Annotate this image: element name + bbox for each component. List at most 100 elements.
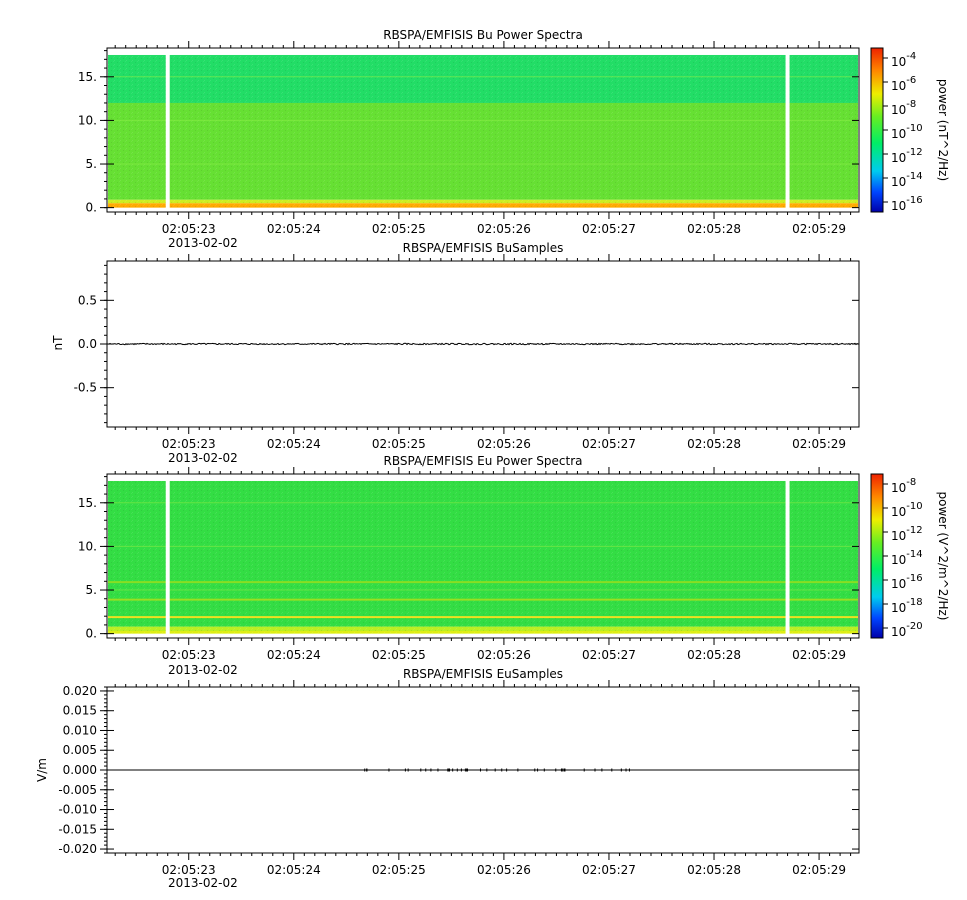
y-tick-label: 15. [78, 496, 97, 510]
colorbar-tick-exp: -4 [906, 51, 916, 62]
colorbar-tick-exp: -10 [906, 501, 922, 512]
y-tick-label: 0.015 [63, 704, 97, 718]
y-tick-label: 10. [78, 539, 97, 553]
bu-spectra-yaxis: 0. 5. 10. 15. [78, 50, 859, 215]
colorbar-tick-base: 10 [891, 505, 906, 519]
panel-bu-spectra: RBSPA/EMFISIS Bu Power Spectra 02:05:23 0… [78, 28, 950, 250]
x-tick-label: 02:05:26 [477, 222, 531, 236]
y-tick-label: 0.0 [78, 337, 97, 351]
colorbar-tick-label: 10-10 [891, 123, 923, 141]
bu-spectra-date-label: 2013-02-02 [168, 236, 238, 250]
y-tick-label: -0.5 [74, 381, 97, 395]
colorbar-tick-base: 10 [891, 127, 906, 141]
data-gap [785, 49, 790, 211]
x-tick-label: 02:05:23 [162, 648, 216, 662]
spectrum-texture [108, 54, 858, 208]
colorbar-tick-base: 10 [891, 625, 906, 639]
x-tick-label: 02:05:29 [792, 863, 846, 877]
colorbar-tick-label: 10-20 [891, 621, 923, 639]
bu-samples-plot [106, 260, 860, 428]
bu-samples-ylabel: nT [51, 335, 65, 351]
y-tick-label: 0. [86, 627, 97, 641]
colorbar-tick-label: 10-10 [891, 501, 923, 519]
x-tick-label: 02:05:27 [582, 437, 636, 451]
y-tick-label: 10. [78, 113, 97, 127]
colorbar-scale [870, 473, 884, 639]
x-tick-label: 02:05:24 [267, 222, 321, 236]
colorbar-tick-exp: -6 [906, 75, 916, 86]
data-gap [165, 475, 170, 637]
colorbar-tick-exp: -14 [906, 549, 922, 560]
colorbar-tick-exp: -14 [906, 171, 922, 182]
colorbar-tick-label: 10-18 [891, 597, 923, 615]
x-tick-label: 02:05:27 [582, 648, 636, 662]
x-tick-label: 02:05:23 [162, 222, 216, 236]
x-tick-label: 02:05:25 [372, 863, 426, 877]
eu-spectra-title: RBSPA/EMFISIS Eu Power Spectra [384, 454, 583, 468]
eu-spectra-yaxis: 0. 5. 10. 15. [78, 476, 859, 641]
x-tick-label: 02:05:23 [162, 437, 216, 451]
colorbar-tick-label: 10-14 [891, 549, 923, 567]
x-tick-label: 02:05:28 [687, 863, 741, 877]
y-tick-label: -0.010 [58, 803, 97, 817]
colorbar-tick-base: 10 [891, 55, 906, 69]
colorbar-tick-label: 10-12 [891, 525, 923, 543]
y-tick-label: 0.5 [78, 293, 97, 307]
eu-samples-yaxis: -0.020 -0.015 -0.010 -0.005 0.000 0.005 0.010 0… [58, 684, 859, 856]
colorbar-tick-base: 10 [891, 529, 906, 543]
x-tick-label: 02:05:24 [267, 648, 321, 662]
x-tick-label: 02:05:28 [687, 437, 741, 451]
x-tick-label: 02:05:25 [372, 222, 426, 236]
colorbar-tick-exp: -12 [906, 525, 922, 536]
colorbar-tick-exp: -12 [906, 147, 922, 158]
colorbar-tick-exp: -8 [906, 99, 916, 110]
panel-bu-samples: RBSPA/EMFISIS BuSamples 02:05:23 02:05:24… [51, 241, 860, 465]
x-tick-label: 02:05:26 [477, 437, 531, 451]
colorbar-tick-exp: -16 [906, 573, 922, 584]
bu-samples-date-label: 2013-02-02 [168, 451, 238, 465]
eu-samples-ylabel: V/m [35, 758, 49, 782]
eu-spectra-date-label: 2013-02-02 [168, 663, 238, 677]
colorbar-scale [870, 47, 884, 213]
bu-spectra-plot [106, 47, 860, 213]
y-tick-label: 0.010 [63, 723, 97, 737]
eu-samples-xaxis: 02:05:23 02:05:24 02:05:25 02:05:26 02:05:27… [114, 680, 852, 877]
bu-samples-yaxis: -0.5 0.0 0.5 [74, 264, 859, 424]
colorbar-tick-label: 10-16 [891, 195, 923, 213]
colorbar-tick-label: 10-8 [891, 99, 916, 117]
colorbar-tick-base: 10 [891, 553, 906, 567]
x-tick-label: 02:05:24 [267, 863, 321, 877]
colorbar-tick-base: 10 [891, 79, 906, 93]
y-tick-label: 15. [78, 70, 97, 84]
x-tick-label: 02:05:29 [792, 648, 846, 662]
eu-samples-plot [106, 686, 860, 854]
y-tick-label: 5. [86, 157, 97, 171]
panel-eu-spectra: RBSPA/EMFISIS Eu Power Spectra 02:05:23 0… [78, 454, 950, 677]
colorbar-tick-label: 10-12 [891, 147, 923, 165]
y-tick-label: -0.005 [58, 783, 97, 797]
colorbar-tick-base: 10 [891, 199, 906, 213]
x-tick-label: 02:05:27 [582, 222, 636, 236]
x-tick-label: 02:05:29 [792, 222, 846, 236]
x-tick-label: 02:05:25 [372, 437, 426, 451]
colorbar-tick-base: 10 [891, 577, 906, 591]
colorbar-tick-label: 10-14 [891, 171, 923, 189]
x-tick-label: 02:05:23 [162, 863, 216, 877]
bu-spectra-xaxis: 02:05:23 02:05:24 02:05:25 02:05:26 02:05:27… [114, 41, 852, 236]
y-tick-label: 0. [86, 201, 97, 215]
eu-samples-date-label: 2013-02-02 [168, 876, 238, 890]
data-gap [165, 49, 170, 211]
x-tick-label: 02:05:28 [687, 648, 741, 662]
y-tick-label: 5. [86, 583, 97, 597]
colorbar-tick-label: 10-6 [891, 75, 916, 93]
y-tick-label: 0.020 [63, 684, 97, 698]
spectrum-texture [108, 480, 858, 634]
y-tick-label: -0.020 [58, 842, 97, 856]
colorbar-label: power (V^2/m^2/Hz) [936, 492, 950, 621]
x-tick-label: 02:05:26 [477, 863, 531, 877]
y-tick-label: 0.000 [63, 763, 97, 777]
eu-spectra-plot [106, 473, 860, 639]
y-tick-label: 0.005 [63, 743, 97, 757]
colorbar-tick-base: 10 [891, 601, 906, 615]
